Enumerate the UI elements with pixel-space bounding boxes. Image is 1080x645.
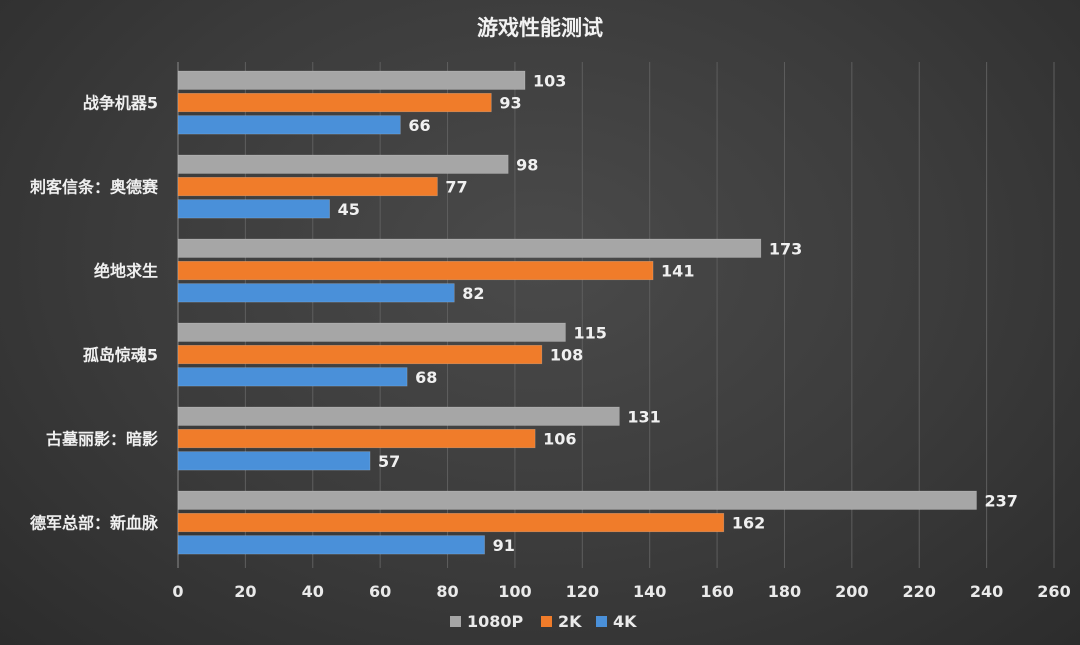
x-tick-label-220: 220 <box>903 582 936 601</box>
bar-1080p-2 <box>177 154 509 174</box>
x-tick-label-160: 160 <box>700 582 733 601</box>
bar-4k-5 <box>177 451 371 471</box>
x-tick-label-120: 120 <box>566 582 599 601</box>
bar-1080p-1 <box>177 70 526 90</box>
value-label-1080p-4: 115 <box>573 323 606 342</box>
value-label-4k-6: 91 <box>493 536 515 555</box>
x-tick-label-80: 80 <box>436 582 458 601</box>
value-label-4k-4: 68 <box>415 368 437 387</box>
value-label-2k-4: 108 <box>550 346 583 365</box>
bar-4k-1 <box>177 115 401 135</box>
value-label-1080p-6: 237 <box>985 491 1018 510</box>
value-label-1080p-3: 173 <box>769 239 802 258</box>
legend-swatch-2k <box>541 616 552 627</box>
value-label-2k-5: 106 <box>543 430 576 449</box>
value-label-4k-1: 66 <box>408 116 430 135</box>
bar-1080p-5 <box>177 406 620 426</box>
value-label-4k-3: 82 <box>462 284 484 303</box>
bar-2k-3 <box>177 260 654 281</box>
value-label-1080p-2: 98 <box>516 155 538 174</box>
chart-title: 游戏性能测试 <box>477 16 603 40</box>
value-label-4k-2: 45 <box>338 200 360 219</box>
category-label-3: 绝地求生 <box>94 262 158 281</box>
bar-2k-4 <box>177 344 543 365</box>
x-tick-label-140: 140 <box>633 582 666 601</box>
value-label-1080p-5: 131 <box>627 407 660 426</box>
legend-label-4k: 4K <box>613 612 637 631</box>
bar-4k-6 <box>177 535 485 555</box>
category-label-4: 孤岛惊魂5 <box>83 346 158 365</box>
x-tick-label-180: 180 <box>768 582 801 601</box>
bar-1080p-4 <box>177 322 566 342</box>
x-tick-label-260: 260 <box>1037 582 1070 601</box>
x-tick-label-200: 200 <box>835 582 868 601</box>
legend-label-2k: 2K <box>558 612 582 631</box>
bars-layer <box>177 70 977 555</box>
x-tick-label-100: 100 <box>498 582 531 601</box>
x-tick-label-20: 20 <box>234 582 256 601</box>
x-tick-label-240: 240 <box>970 582 1003 601</box>
value-label-2k-1: 93 <box>499 94 521 113</box>
value-label-2k-2: 77 <box>445 178 467 197</box>
x-tick-label-60: 60 <box>369 582 391 601</box>
value-label-4k-5: 57 <box>378 452 400 471</box>
value-label-2k-3: 141 <box>661 262 694 281</box>
category-label-5: 古墓丽影：暗影 <box>46 430 158 449</box>
bar-2k-6 <box>177 512 725 533</box>
labels-layer: 0 20 40 60 80 100 120 140 160 180 200 220 240 260 103 9… <box>29 71 1071 601</box>
grid-layer <box>177 62 1055 568</box>
value-label-1080p-1: 103 <box>533 71 566 90</box>
bar-4k-2 <box>177 199 330 219</box>
bar-4k-4 <box>177 367 408 387</box>
category-label-6: 德军总部：新血脉 <box>30 514 159 533</box>
category-label-2: 刺客信条：奥德赛 <box>29 178 159 197</box>
bar-2k-1 <box>177 93 492 113</box>
category-label-1: 战争机器5 <box>83 94 158 113</box>
legend-label-1080p: 1080P <box>467 612 524 631</box>
legend-swatch-4k <box>596 616 607 627</box>
x-tick-label-40: 40 <box>302 582 324 601</box>
bar-2k-2 <box>177 177 438 197</box>
legend: 1080P 2K 4K <box>450 612 637 631</box>
legend-swatch-1080p <box>450 616 461 627</box>
bar-1080p-6 <box>177 490 977 510</box>
bar-2k-5 <box>177 428 536 449</box>
bar-4k-3 <box>177 283 455 303</box>
x-tick-label-0: 0 <box>172 582 183 601</box>
bar-1080p-3 <box>177 238 762 258</box>
value-label-2k-6: 162 <box>732 514 765 533</box>
